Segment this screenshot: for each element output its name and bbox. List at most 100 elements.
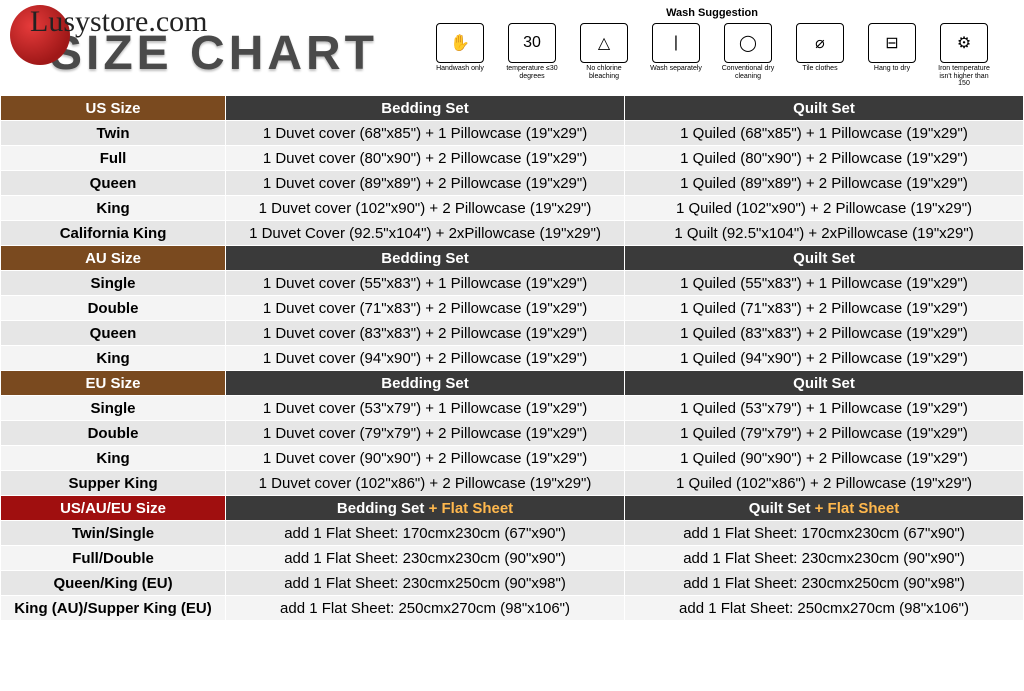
size-value-cell: 1 Quiled (68"x85") + 1 Pillowcase (19"x2… [625,121,1024,146]
column-header: Quilt Set [625,371,1024,396]
size-value-cell: 1 Quiled (80"x90") + 2 Pillowcase (19"x2… [625,146,1024,171]
size-value-cell: 1 Duvet cover (90"x90") + 2 Pillowcase (… [226,446,625,471]
size-value-cell: 1 Duvet cover (102"x90") + 2 Pillowcase … [226,196,625,221]
wash-icon-label: Handwash only [436,65,484,73]
size-value-cell: 1 Duvet cover (68"x85") + 1 Pillowcase (… [226,121,625,146]
size-value-cell: 1 Duvet cover (53"x79") + 1 Pillowcase (… [226,396,625,421]
size-value-cell: 1 Quiled (71"x83") + 2 Pillowcase (19"x2… [625,296,1024,321]
size-name-cell: Queen/King (EU) [1,571,226,596]
logo-block: Lusystore.com SIZE CHART [10,5,410,77]
wash-glyph-icon: ⊟ [868,23,916,63]
column-header: US/AU/EU Size [1,496,226,521]
wash-icon-label: temperature ≤30 degrees [501,65,563,80]
size-value-cell: add 1 Flat Sheet: 230cmx250cm (90"x98") [226,571,625,596]
size-value-cell: 1 Quilt (92.5"x104") + 2xPillowcase (19"… [625,221,1024,246]
size-value-cell: 1 Quiled (89"x89") + 2 Pillowcase (19"x2… [625,171,1024,196]
size-name-cell: Full/Double [1,546,226,571]
size-value-cell: 1 Duvet cover (102"x86") + 2 Pillowcase … [226,471,625,496]
table-row: Single1 Duvet cover (53"x79") + 1 Pillow… [1,396,1024,421]
size-value-cell: 1 Duvet Cover (92.5"x104") + 2xPillowcas… [226,221,625,246]
column-header: Quilt Set [625,246,1024,271]
size-value-cell: add 1 Flat Sheet: 170cmx230cm (67"x90") [625,521,1024,546]
table-row: Full1 Duvet cover (80"x90") + 2 Pillowca… [1,146,1024,171]
wash-icon-label: Tile clothes [802,65,837,73]
wash-icon: ⌀ Tile clothes [789,23,851,88]
table-row: Full/Double add 1 Flat Sheet: 230cmx230cm… [1,546,1024,571]
wash-icon: 30 temperature ≤30 degrees [501,23,563,88]
brand-text: Lusystore.com [30,5,410,39]
table-row: Supper King1 Duvet cover (102"x86") + 2 … [1,471,1024,496]
size-name-cell: King (AU)/Supper King (EU) [1,596,226,621]
size-value-cell: 1 Quiled (79"x79") + 2 Pillowcase (19"x2… [625,421,1024,446]
column-header: Bedding Set [226,246,625,271]
wash-glyph-icon: ⚙ [940,23,988,63]
size-value-cell: 1 Duvet cover (89"x89") + 2 Pillowcase (… [226,171,625,196]
table-row: King1 Duvet cover (94"x90") + 2 Pillowca… [1,346,1024,371]
table-row: Queen/King (EU)add 1 Flat Sheet: 230cmx2… [1,571,1024,596]
table-row: California King1 Duvet Cover (92.5"x104"… [1,221,1024,246]
size-value-cell: 1 Duvet cover (79"x79") + 2 Pillowcase (… [226,421,625,446]
wash-icon: ◯ Conventional dry cleaning [717,23,779,88]
wash-glyph-icon: ✋ [436,23,484,63]
size-value-cell: 1 Quiled (102"x90") + 2 Pillowcase (19"x… [625,196,1024,221]
column-header: AU Size [1,246,226,271]
wash-icon-label: Iron temperature isn't higher than 150 [933,65,995,88]
size-value-cell: add 1 Flat Sheet: 230cmx250cm (90"x98") [625,571,1024,596]
table-row: Double1 Duvet cover (71"x83") + 2 Pillow… [1,296,1024,321]
wash-title: Wash Suggestion [666,7,758,19]
size-name-cell: Single [1,396,226,421]
size-value-cell: add 1 Flat Sheet: 230cmx230cm (90"x90") [625,546,1024,571]
size-chart-table: US SizeBedding SetQuilt SetTwin1 Duvet c… [0,95,1024,621]
size-value-cell: add 1 Flat Sheet: 170cmx230cm (67"x90") [226,521,625,546]
column-header: Quilt Set [625,96,1024,121]
table-row: Twin/Singleadd 1 Flat Sheet: 170cmx230cm… [1,521,1024,546]
size-name-cell: Single [1,271,226,296]
size-name-cell: King [1,346,226,371]
wash-suggestion: Wash Suggestion ✋ Handwash only 30 temperat… [410,5,1014,88]
size-value-cell: 1 Quiled (94"x90") + 2 Pillowcase (19"x2… [625,346,1024,371]
table-row: King1 Duvet cover (90"x90") + 2 Pillowca… [1,446,1024,471]
header: Lusystore.com SIZE CHART Wash Suggestion… [0,0,1024,95]
size-value-cell: 1 Duvet cover (80"x90") + 2 Pillowcase (… [226,146,625,171]
size-value-cell: 1 Duvet cover (71"x83") + 2 Pillowcase (… [226,296,625,321]
column-header: Bedding Set [226,371,625,396]
wash-glyph-icon: ◯ [724,23,772,63]
size-name-cell: Double [1,421,226,446]
column-header: Bedding Set + Flat Sheet [226,496,625,521]
size-value-cell: 1 Quiled (83"x83") + 2 Pillowcase (19"x2… [625,321,1024,346]
column-header: US Size [1,96,226,121]
size-value-cell: 1 Duvet cover (94"x90") + 2 Pillowcase (… [226,346,625,371]
table-row: Queen1 Duvet cover (89"x89") + 2 Pillowc… [1,171,1024,196]
wash-icon-label: No chlorine bleaching [573,65,635,80]
size-value-cell: 1 Quiled (102"x86") + 2 Pillowcase (19"x… [625,471,1024,496]
wash-icon-label: Wash separately [650,65,702,73]
column-header: Bedding Set [226,96,625,121]
size-name-cell: Queen [1,171,226,196]
wash-glyph-icon: ⌀ [796,23,844,63]
table-row: Queen1 Duvet cover (83"x83") + 2 Pillowc… [1,321,1024,346]
size-name-cell: Double [1,296,226,321]
size-name-cell: King [1,196,226,221]
table-row: King (AU)/Supper King (EU)add 1 Flat She… [1,596,1024,621]
wash-icon-label: Conventional dry cleaning [717,65,779,80]
wash-icon: ✋ Handwash only [429,23,491,88]
column-header: Quilt Set + Flat Sheet [625,496,1024,521]
size-value-cell: add 1 Flat Sheet: 250cmx270cm (98"x106") [625,596,1024,621]
table-row: Twin1 Duvet cover (68"x85") + 1 Pillowca… [1,121,1024,146]
size-value-cell: 1 Duvet cover (55"x83") + 1 Pillowcase (… [226,271,625,296]
size-name-cell: King [1,446,226,471]
size-value-cell: 1 Duvet cover (83"x83") + 2 Pillowcase (… [226,321,625,346]
wash-icon: △No chlorine bleaching [573,23,635,88]
size-value-cell: add 1 Flat Sheet: 250cmx270cm (98"x106") [226,596,625,621]
size-value-cell: 1 Quiled (90"x90") + 2 Pillowcase (19"x2… [625,446,1024,471]
size-name-cell: Queen [1,321,226,346]
wash-glyph-icon: 30 [508,23,556,63]
wash-icon: |Wash separately [645,23,707,88]
size-value-cell: 1 Quiled (53"x79") + 1 Pillowcase (19"x2… [625,396,1024,421]
wash-icons-row: ✋ Handwash only 30 temperature ≤30 degrees △… [429,23,995,88]
table-row: Single1 Duvet cover (55"x83") + 1 Pillow… [1,271,1024,296]
size-name-cell: Supper King [1,471,226,496]
table-row: Double1 Duvet cover (79"x79") + 2 Pillow… [1,421,1024,446]
size-name-cell: Twin [1,121,226,146]
size-name-cell: California King [1,221,226,246]
